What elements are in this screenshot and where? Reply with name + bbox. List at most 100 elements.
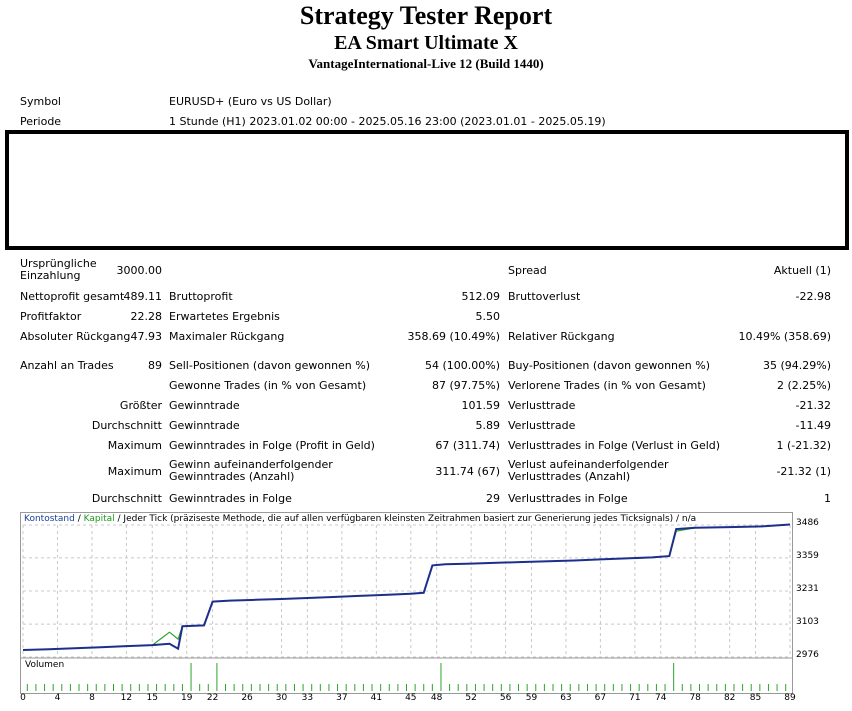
lost-trades-value: 2 (2.25%)	[776, 379, 831, 392]
y-tick-label: 2976	[796, 650, 819, 660]
y-tick-label: 3359	[796, 550, 819, 561]
avg-consec-loss-label: Verlusttrades in Folge	[508, 492, 628, 505]
x-tick-label: 85	[749, 693, 762, 703]
x-tick-label: 12	[120, 693, 133, 703]
absolute-drawdown-label: Absoluter Rückgang	[20, 330, 131, 343]
report-title: Strategy Tester Report	[299, 1, 553, 30]
gross-loss-label: Bruttoverlust	[508, 290, 581, 303]
max-consec-loss-value: 1 (-21.32)	[776, 439, 831, 452]
expert-name: EA Smart Ultimate X	[334, 32, 518, 54]
average-win-label: Gewinntrade	[169, 419, 240, 432]
max-consec-win-value: 67 (311.74)	[435, 439, 500, 452]
buy-positions-label: Buy-Positionen (davon gewonnen %)	[508, 359, 710, 372]
x-tick-label: 45	[405, 693, 417, 703]
x-tick-label: 67	[594, 693, 607, 703]
x-tick-label: 26	[241, 693, 253, 703]
y-tick-label: 3231	[796, 584, 819, 594]
max-consec-loss-label: Verlusttrades in Folge (Verlust in Geld)	[508, 439, 721, 452]
initial-deposit-label: Ursprüngliche Einzahlung	[20, 257, 97, 282]
max-consec-profit-label: Gewinn aufeinanderfolgender Gewinntrades…	[169, 458, 333, 483]
relative-drawdown-label: Relativer Rückgang	[508, 330, 615, 343]
net-profit-label: Nettoprofit gesamt	[20, 290, 125, 303]
x-tick-label: 59	[525, 693, 538, 703]
legend-balance: Kontostand	[24, 514, 75, 524]
gross-loss-value: -22.98	[795, 290, 831, 303]
largest-loss-value: -21.32	[795, 399, 831, 412]
volume-label: Volumen	[25, 660, 65, 670]
spread-value: Aktuell (1)	[773, 264, 831, 277]
x-tick-label: 63	[560, 693, 572, 703]
x-tick-label: 33	[301, 693, 314, 703]
max-consec-lossamt-label: Verlust aufeinanderfolgender Verlusttrad…	[508, 458, 669, 483]
total-trades-value: 89	[148, 359, 162, 372]
y-tick-label: 3486	[796, 518, 819, 528]
chart-legend: Kontostand / Kapital / Jeder Tick (präzi…	[24, 514, 696, 524]
y-tick-label: 3103	[796, 617, 819, 628]
chart-canvas	[21, 523, 792, 691]
x-tick-label: 41	[370, 693, 383, 703]
balance-chart	[20, 512, 793, 694]
x-tick-label: 89	[784, 693, 796, 703]
relative-drawdown-value: 10.49% (358.69)	[738, 330, 831, 343]
won-trades-value: 87 (97.75%)	[431, 379, 500, 392]
x-tick-label: 37	[336, 693, 348, 703]
x-tick-label: 22	[206, 693, 219, 703]
total-trades-label: Anzahl an Trades	[20, 359, 114, 372]
legend-description: / Jeder Tick (präziseste Methode, die au…	[114, 514, 697, 524]
profit-factor-label: Profitfaktor	[20, 310, 82, 323]
avg-consec-win-value: 29	[486, 492, 500, 505]
spread-label: Spread	[508, 264, 547, 277]
x-tick-label: 48	[430, 693, 443, 703]
period-label: Periode	[20, 115, 62, 128]
sell-positions-label: Sell-Positionen (davon gewonnen %)	[169, 359, 371, 372]
expected-payoff-value: 5.50	[475, 310, 501, 323]
avg2-prefix: Durchschnitt	[91, 492, 162, 505]
legend-equity: Kapital	[83, 514, 115, 524]
lost-trades-label: Verlorene Trades (in % von Gesamt)	[508, 379, 706, 392]
x-tick-label: 30	[275, 693, 288, 703]
sell-positions-value: 54 (100.00%)	[424, 359, 500, 372]
balance-line	[22, 523, 791, 651]
buy-positions-value: 35 (94.29%)	[762, 359, 831, 372]
redacted-box	[5, 130, 849, 250]
period-value: 1 Stunde (H1) 2023.01.02 00:00 - 2025.05…	[169, 115, 606, 128]
max-drawdown-label: Maximaler Rückgang	[169, 330, 285, 343]
largest-prefix: Größter	[119, 399, 162, 412]
equity-line	[22, 523, 791, 651]
won-trades-label: Gewonne Trades (in % von Gesamt)	[169, 379, 367, 392]
avg-consec-loss-value: 1	[824, 492, 831, 505]
initial-deposit-value: 3000.00	[116, 264, 163, 277]
max2-prefix: Maximum	[107, 465, 162, 478]
x-tick-label: 74	[654, 693, 667, 703]
server-name: VantageInternational-Live 12 (Build 1440…	[308, 56, 544, 71]
largest-win-label: Gewinntrade	[169, 399, 240, 412]
absolute-drawdown-value: 47.93	[130, 330, 163, 343]
profit-factor-value: 22.28	[130, 310, 163, 323]
legend-separator: /	[74, 514, 84, 524]
max-consec-profit-value: 311.74 (67)	[435, 465, 500, 478]
x-tick-label: 19	[181, 693, 193, 703]
largest-loss-label: Verlusttrade	[508, 399, 576, 412]
average-prefix: Durchschnitt	[91, 419, 162, 432]
x-tick-label: 82	[723, 693, 736, 703]
x-tick-label: 0	[20, 693, 26, 703]
x-tick-label: 78	[689, 693, 701, 703]
average-win-value: 5.89	[475, 419, 501, 432]
gross-profit-value: 512.09	[461, 290, 501, 303]
x-tick-label: 71	[629, 693, 641, 703]
x-tick-label: 8	[89, 693, 95, 703]
expected-payoff-label: Erwartetes Ergebnis	[169, 310, 280, 323]
gross-profit-label: Bruttoprofit	[169, 290, 233, 303]
avg-consec-win-label: Gewinntrades in Folge	[169, 492, 292, 505]
average-loss-value: -11.49	[795, 419, 831, 432]
x-tick-label: 56	[499, 693, 512, 703]
max-prefix: Maximum	[107, 439, 162, 452]
max-consec-win-label: Gewinntrades in Folge (Profit in Geld)	[169, 439, 375, 452]
max-drawdown-value: 358.69 (10.49%)	[407, 330, 500, 343]
largest-win-value: 101.59	[461, 399, 501, 412]
x-tick-label: 4	[54, 693, 61, 703]
symbol-label: Symbol	[20, 95, 61, 108]
x-tick-label: 52	[465, 693, 477, 703]
x-tick-label: 15	[146, 693, 158, 703]
net-profit-value: 489.11	[123, 290, 163, 303]
